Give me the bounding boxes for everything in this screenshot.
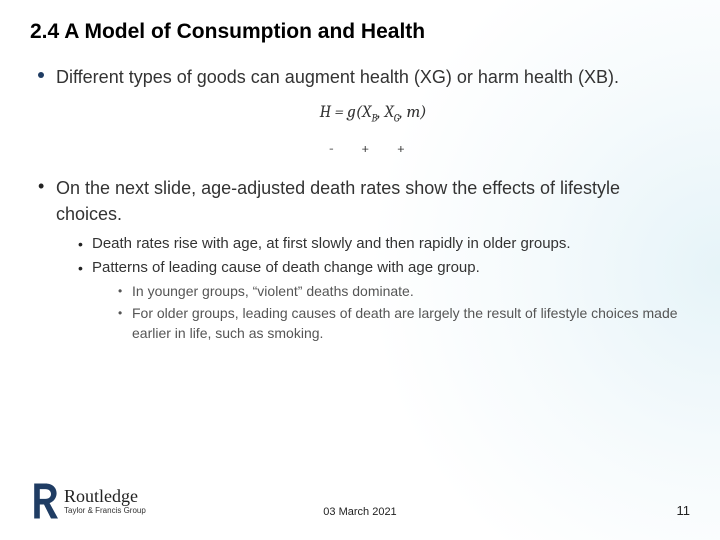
- slide-title: 2.4 A Model of Consumption and Health: [30, 20, 690, 44]
- sub-bullet-patterns: Patterns of leading cause of death chang…: [78, 257, 690, 343]
- eq-fragment: , m): [399, 103, 426, 122]
- footer: Routledge Taylor & Francis Group 03 Marc…: [0, 476, 720, 522]
- eq-fragment: H = g(X: [319, 103, 371, 122]
- subscript-b: B: [596, 67, 608, 87]
- sub-bullet-age: Death rates rise with age, at first slow…: [78, 233, 690, 255]
- brand-name: Routledge: [64, 487, 146, 505]
- subsub-bullet-violent: In younger groups, “violent” deaths domi…: [118, 281, 690, 301]
- equation-signs: - + +: [56, 135, 690, 161]
- bullet-next-slide: On the next slide, age-adjusted death ra…: [38, 175, 690, 343]
- equation: H = g(XB, XG, m): [56, 100, 690, 131]
- bullet-goods: Different types of goods can augment hea…: [38, 64, 690, 161]
- bullet-text: On the next slide, age-adjusted death ra…: [56, 178, 620, 224]
- eq-fragment: , X: [377, 103, 394, 122]
- slide: 2.4 A Model of Consumption and Health Di…: [0, 0, 720, 540]
- subsub-bullet-lifestyle: For older groups, leading causes of deat…: [118, 303, 690, 343]
- text-fragment: ) or harm health (X: [446, 67, 596, 87]
- sub-bullet-text: Patterns of leading cause of death chang…: [92, 259, 480, 276]
- text-fragment: ).: [608, 67, 619, 87]
- sub-bullet-list: Death rates rise with age, at first slow…: [56, 233, 690, 343]
- bullet-list: Different types of goods can augment hea…: [30, 64, 690, 343]
- subscript-g: G: [432, 67, 446, 87]
- page-number: 11: [677, 503, 691, 518]
- subsub-bullet-list: In younger groups, “violent” deaths domi…: [92, 281, 690, 343]
- footer-date: 03 March 2021: [0, 506, 720, 518]
- text-fragment: Different types of goods can augment hea…: [56, 67, 432, 87]
